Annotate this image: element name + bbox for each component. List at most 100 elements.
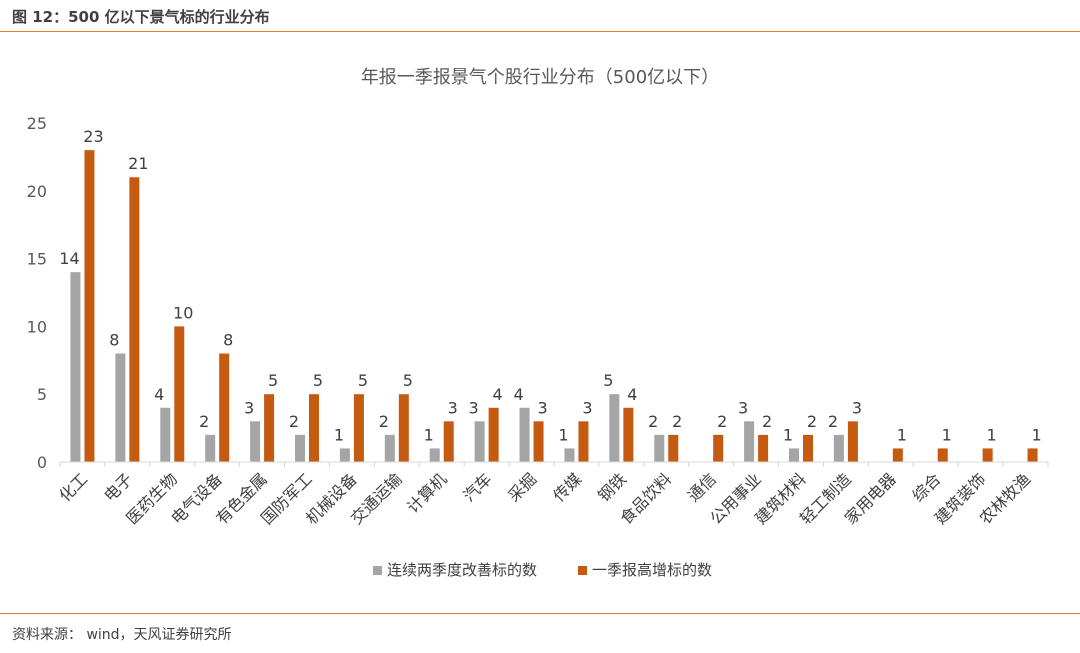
data-label: 5 (403, 371, 413, 390)
bar-high-growth (623, 407, 634, 462)
data-label: 2 (648, 412, 658, 431)
data-label: 2 (379, 412, 389, 431)
bar-high-growth (578, 421, 589, 462)
bar-improved (744, 421, 755, 462)
bar-high-growth (533, 421, 544, 462)
data-label: 5 (313, 371, 323, 390)
data-label: 1 (424, 425, 434, 444)
bar-improved (789, 448, 799, 462)
category-label: 通信 (684, 469, 720, 505)
data-label: 2 (672, 412, 682, 431)
data-label: 4 (154, 385, 164, 404)
data-label: 2 (762, 412, 772, 431)
data-label: 23 (83, 127, 103, 146)
data-label: 5 (603, 371, 613, 390)
bar-improved (429, 448, 440, 462)
y-tick-label: 10 (27, 317, 47, 336)
y-tick-label: 15 (27, 250, 47, 269)
bar-high-growth (982, 448, 993, 462)
y-tick-label: 20 (27, 182, 47, 201)
data-label: 3 (448, 398, 458, 417)
bar-high-growth (803, 434, 813, 462)
data-label: 4 (513, 385, 523, 404)
data-label: 3 (537, 398, 547, 417)
data-label: 4 (493, 385, 503, 404)
data-label: 14 (59, 249, 79, 268)
data-label: 5 (358, 371, 368, 390)
category-label: 综合 (908, 469, 944, 505)
bar-improved (205, 434, 216, 462)
category-label: 采掘 (504, 469, 540, 505)
source-note: 资料来源： wind，天风证券研究所 (12, 627, 232, 643)
bottom-divider (0, 613, 1080, 614)
legend: 连续两季度改善标的数 一季报高增标的数 (373, 561, 712, 579)
bar-improved (160, 407, 171, 462)
data-label: 3 (469, 398, 479, 417)
data-label: 3 (582, 398, 592, 417)
bar-high-growth (398, 394, 409, 462)
data-label: 5 (268, 371, 278, 390)
bar-improved (250, 421, 261, 462)
data-label: 4 (627, 385, 637, 404)
bar-improved (564, 448, 575, 462)
bar-improved (833, 434, 844, 462)
bar-improved (609, 394, 620, 462)
data-label: 3 (852, 398, 862, 417)
bar-improved (70, 272, 81, 462)
category-label: 汽车 (459, 469, 495, 505)
data-label: 8 (109, 331, 119, 350)
bar-improved (474, 421, 485, 462)
data-label: 1 (987, 425, 997, 444)
bar-improved (384, 434, 395, 462)
data-label: 2 (807, 412, 817, 431)
y-tick-label: 0 (37, 453, 47, 472)
bar-high-growth (1027, 448, 1038, 462)
data-label: 1 (897, 425, 907, 444)
bar-high-growth (937, 448, 948, 462)
data-label: 3 (738, 398, 748, 417)
data-label: 2 (199, 412, 209, 431)
bar-improved (115, 353, 126, 462)
bar-high-growth (488, 407, 499, 462)
data-label: 10 (173, 303, 193, 322)
data-label: 1 (783, 425, 793, 444)
bar-high-growth (129, 177, 140, 463)
bar-high-growth (353, 394, 364, 462)
data-label: 1 (942, 425, 952, 444)
legend-label: 连续两季度改善标的数 (387, 561, 537, 579)
data-label: 1 (1031, 425, 1041, 444)
category-label: 化工 (55, 469, 91, 505)
bar-improved (339, 448, 350, 462)
bar-high-growth (892, 448, 903, 462)
data-label: 8 (223, 331, 233, 350)
data-label: 2 (717, 412, 727, 431)
bar-high-growth (219, 353, 230, 462)
data-label: 1 (558, 425, 568, 444)
bar-high-growth (174, 326, 185, 462)
top-divider (0, 31, 1080, 32)
category-label: 计算机 (403, 469, 450, 516)
category-label: 钢铁 (594, 469, 630, 505)
data-label: 21 (128, 154, 148, 173)
bar-high-growth (84, 150, 95, 462)
y-tick-label: 25 (27, 114, 47, 133)
bar-high-growth (443, 421, 454, 462)
bar-improved (295, 434, 305, 462)
category-label: 传媒 (549, 469, 585, 505)
legend-swatch (578, 566, 587, 575)
bar-high-growth (668, 434, 679, 462)
legend-label: 一季报高增标的数 (592, 561, 712, 579)
bar-improved (519, 407, 530, 462)
data-label: 2 (289, 412, 299, 431)
data-label: 3 (244, 398, 254, 417)
bar-high-growth (264, 394, 275, 462)
category-label: 电子 (100, 469, 136, 505)
data-label: 2 (828, 412, 838, 431)
bar-high-growth (309, 394, 319, 462)
y-tick-label: 5 (37, 385, 47, 404)
data-label: 1 (334, 425, 344, 444)
bar-high-growth (847, 421, 858, 462)
